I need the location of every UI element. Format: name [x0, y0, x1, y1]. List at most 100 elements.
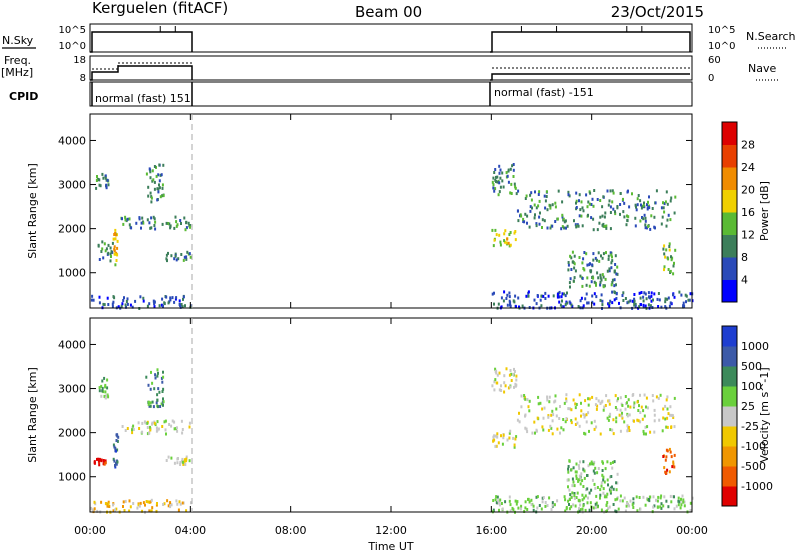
vel-data-cell: [106, 504, 109, 508]
vel-data-cell: [639, 507, 642, 511]
power-data-cell: [159, 173, 162, 177]
power-data-cell: [633, 293, 636, 296]
nsky-spikes: [159, 26, 643, 32]
vel-data-cell: [518, 411, 520, 415]
power-data-cell: [549, 206, 552, 210]
power-data-cell: [116, 239, 119, 243]
vel-data-cell: [156, 502, 158, 505]
power-data-cell: [495, 175, 497, 179]
vel-data-cell: [100, 384, 103, 388]
xtick-label: 00:00: [74, 524, 106, 537]
vel-data-cell: [640, 405, 643, 409]
vel-data-cell: [616, 497, 619, 501]
vel-data-cell: [107, 500, 110, 504]
colorbar-frame: [721, 325, 738, 507]
vel-data-cell: [596, 505, 599, 509]
vel-data-cell: [106, 393, 109, 397]
vel-data-cell: [672, 460, 675, 464]
vel-data-cell: [602, 461, 604, 465]
power-data-cell: [509, 304, 512, 308]
vel-data-cell: [149, 401, 152, 405]
power-data-cell: [558, 300, 561, 304]
vel-data-cell: [582, 468, 585, 472]
vel-data-cell: [585, 488, 587, 492]
power-data-cell: [114, 252, 117, 256]
vel-data-cell: [570, 495, 573, 499]
power-data-cell: [572, 279, 575, 283]
cpid-label: CPID: [9, 90, 38, 103]
power-data-cell: [585, 252, 588, 256]
power-data-cell: [608, 267, 611, 271]
vel-data-cell: [175, 426, 178, 430]
power-data-cell: [536, 294, 539, 297]
vel-data-cell: [547, 415, 550, 419]
power-data-cell: [586, 205, 589, 209]
power-data-cell: [517, 189, 520, 193]
power-data-cell: [535, 222, 538, 226]
vel-data-cell: [620, 414, 623, 418]
power-data-cell: [150, 216, 153, 220]
vel-data-cell: [107, 395, 110, 399]
vel-data-cell: [162, 387, 165, 391]
vel-data-cell: [528, 399, 531, 403]
vel-data-cell: [569, 497, 571, 501]
power-data-cell: [593, 280, 596, 284]
power-data-cell: [642, 295, 645, 299]
vel-data-cell: [541, 425, 544, 429]
vel-data-cell: [493, 438, 496, 442]
vel-data-cell: [673, 507, 676, 511]
colorbar-segment: [722, 386, 737, 407]
power-data-cell: [105, 186, 108, 190]
colorbar-tick-label: 28: [741, 139, 755, 152]
vel-data-cell: [512, 436, 515, 440]
vel-data-cell: [624, 395, 627, 398]
power-data-cell: [114, 232, 117, 235]
power-data-cell: [646, 203, 648, 207]
power-data-cell: [587, 213, 589, 217]
power-data-cell: [125, 300, 128, 303]
vel-data-cell: [607, 507, 610, 511]
power-data-cell: [664, 200, 667, 204]
power-data-cell: [570, 268, 573, 271]
power-data-cell: [126, 297, 129, 301]
vel-data-cell: [653, 413, 656, 417]
power-data-cell: [588, 202, 591, 206]
colorbar-tick-label: 16: [741, 206, 755, 219]
power-data-cell: [687, 298, 690, 302]
power-data-cell: [597, 276, 600, 280]
power-data-cell: [153, 165, 156, 168]
power-data-cell: [647, 291, 650, 295]
power-data-cell: [563, 292, 566, 296]
vel-data-cell: [547, 428, 550, 432]
power-data-cell: [185, 257, 188, 261]
power-data-cell: [594, 281, 597, 285]
power-data-cell: [601, 273, 604, 277]
power-data-cell: [109, 252, 112, 256]
power-data-cell: [105, 247, 108, 251]
power-data-cell: [189, 225, 191, 229]
vel-data-cell: [594, 466, 597, 470]
vel-data-cell: [115, 507, 118, 511]
colorbar-segment: [722, 346, 737, 367]
vel-data-cell: [524, 506, 527, 510]
power-data-cell: [181, 305, 184, 309]
power-data-cell: [643, 291, 646, 295]
vel-data-cell: [495, 501, 498, 505]
vel-data-cell: [571, 477, 574, 481]
power-data-cell: [628, 205, 631, 209]
power-data-cell: [585, 193, 588, 197]
power-data-cell: [526, 214, 529, 218]
cpid-panel: [89, 81, 693, 107]
vel-data-cell: [508, 499, 511, 503]
vel-data-cell: [548, 496, 551, 500]
vel-data-cell: [659, 505, 662, 509]
power-data-cell: [668, 304, 671, 308]
power-data-cell: [150, 200, 153, 204]
vel-data-cell: [144, 503, 146, 507]
vel-data-cell: [155, 509, 158, 513]
vel-data-cell: [577, 498, 580, 502]
power-data-cell: [517, 219, 520, 223]
power-data-cell: [537, 204, 540, 208]
power-data-cell: [495, 180, 497, 183]
power-data-cell: [614, 212, 617, 216]
